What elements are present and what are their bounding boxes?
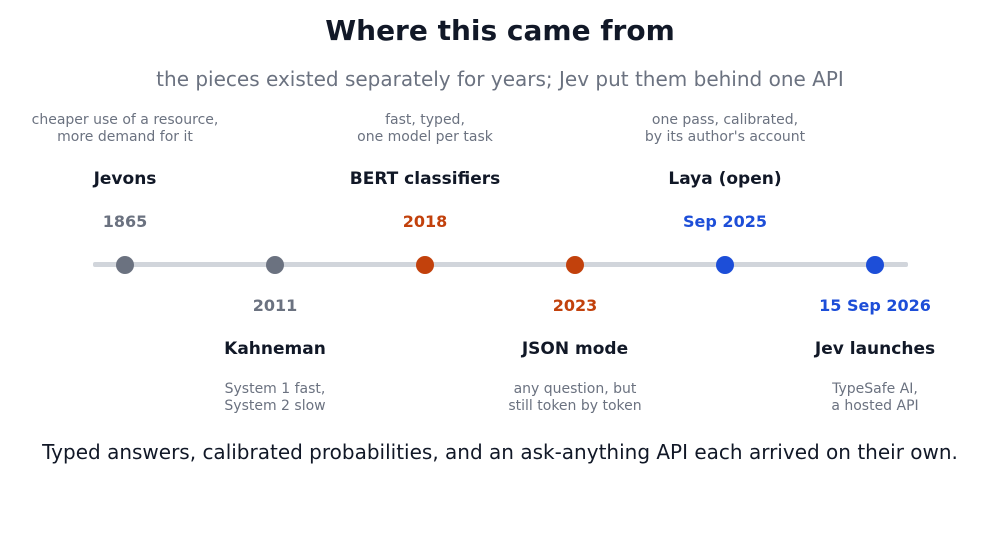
event-description-line: System 2 slow <box>224 398 326 414</box>
event-date: 2023 <box>552 296 598 315</box>
event-description-line: more demand for it <box>57 129 193 145</box>
event-description-line: a hosted API <box>831 398 919 414</box>
diagram-subtitle: the pieces existed separately for years;… <box>156 67 844 91</box>
event-date: 2011 <box>252 296 298 315</box>
event-description-line: cheaper use of a resource, <box>31 112 219 128</box>
event-dot <box>266 256 284 274</box>
diagram-title: Where this came from <box>325 14 675 47</box>
event-dot <box>416 256 434 274</box>
event-date: 15 Sep 2026 <box>819 296 931 315</box>
event-description-line: one pass, calibrated, <box>651 112 799 128</box>
event-description: any question, but still token by token <box>435 381 715 415</box>
event-description-line: one model per task <box>357 129 493 145</box>
event-date: 2018 <box>402 212 448 231</box>
event-name: Laya (open) <box>668 169 782 189</box>
event-description-line: still token by token <box>508 398 642 414</box>
event-name: Jevons <box>93 169 157 189</box>
event-date: 1865 <box>102 212 148 231</box>
timeline-axis <box>93 262 908 267</box>
event-description-line: any question, but <box>513 381 637 397</box>
event-description: System 1 fast, System 2 slow <box>135 381 415 415</box>
event-description-line: by its author's account <box>644 129 806 145</box>
event-description: TypeSafe AI, a hosted API <box>735 381 1000 415</box>
event-name: Jev launches <box>814 339 936 359</box>
event-description: one pass, calibrated, by its author's acc… <box>585 112 865 146</box>
event-description: cheaper use of a resource, more demand fo… <box>0 112 265 146</box>
event-description-line: fast, typed, <box>385 112 465 128</box>
event-dot <box>866 256 884 274</box>
event-dot <box>566 256 584 274</box>
event-dot <box>116 256 134 274</box>
event-name: BERT classifiers <box>349 169 501 189</box>
event-dot <box>716 256 734 274</box>
event-date: Sep 2025 <box>683 212 767 231</box>
footer-caption: Typed answers, calibrated probabilities,… <box>42 440 958 464</box>
event-description-line: TypeSafe AI, <box>832 381 918 397</box>
event-name: Kahneman <box>224 339 326 359</box>
event-description: fast, typed, one model per task <box>285 112 565 146</box>
event-description-line: System 1 fast, <box>224 381 326 397</box>
event-name: JSON mode <box>521 339 629 359</box>
